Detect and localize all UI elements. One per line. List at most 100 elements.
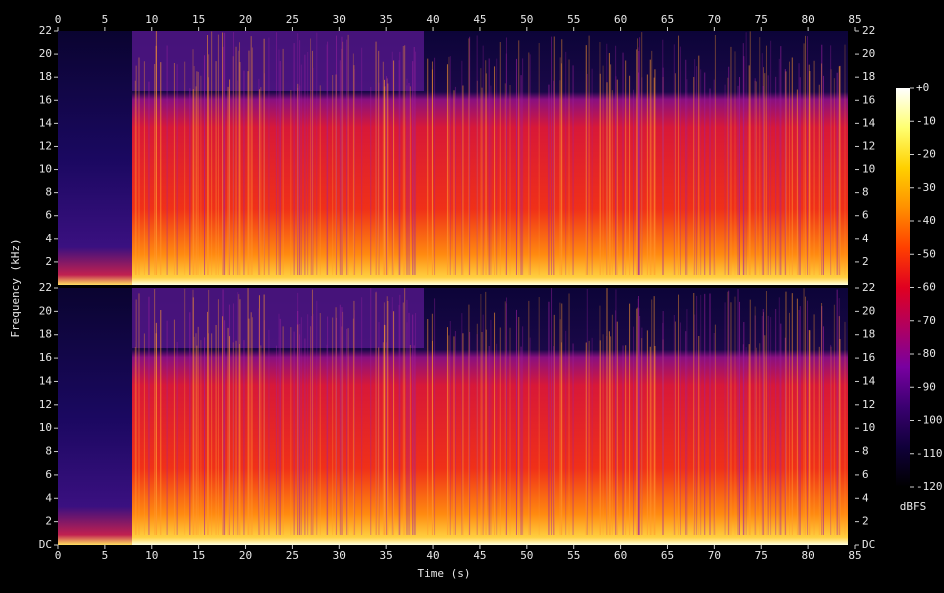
y-tick-label: 10 [39,421,52,434]
x-tick-label: 40 [426,549,439,562]
y-tick-label: 4 [862,232,869,245]
colorbar-tick-label: -20 [916,148,936,161]
y-tick-label: 8 [45,445,52,458]
x-tick-label: 80 [801,549,814,562]
x-axis-label: Time (s) [418,567,471,580]
y-tick-label: 4 [862,491,869,504]
x-tick-label: 50 [520,13,533,26]
y-tick-label: 20 [39,304,52,317]
y-tick-label: 6 [862,209,869,222]
x-tick-label: 65 [661,13,674,26]
colorbar-tick-label: -110 [916,447,943,460]
y-tick-label: 14 [862,116,876,129]
y-tick-label: 2 [862,255,869,268]
x-tick-label: 20 [239,549,252,562]
y-tick-label: 8 [862,186,869,199]
colorbar-tick-label: -70 [916,314,936,327]
y-tick-label: 22 [39,281,52,294]
x-tick-label: 20 [239,13,252,26]
panel-image [58,31,132,285]
y-tick-label: 2 [45,255,52,268]
colorbar-tick-label: -80 [916,347,936,360]
colorbar-tick-label: -100 [916,414,943,427]
colorbar-tick-label: -120 [916,480,943,493]
colorbar-tick-label: -50 [916,247,936,260]
y-tick-label: 20 [862,47,875,60]
x-tick-label: 75 [755,13,768,26]
x-tick-label: 55 [567,13,580,26]
colorbar-tick-label: +0 [916,81,929,94]
y-tick-label: 12 [39,398,52,411]
y-tick-label: 18 [39,328,52,341]
x-tick-label: 80 [801,13,814,26]
x-tick-label: 85 [848,13,861,26]
x-tick-label: 30 [333,549,346,562]
y-tick-label: 4 [45,232,52,245]
panel-image [58,288,132,545]
y-tick-label: 6 [862,468,869,481]
colorbar [896,88,910,487]
x-tick-label: 15 [192,13,205,26]
x-tick-label: 85 [848,549,861,562]
colorbar-tick-label: -30 [916,181,936,194]
x-tick-label: 10 [145,13,158,26]
spectrogram-image [58,31,848,545]
texture [134,31,846,535]
y-tick-label: 16 [39,93,52,106]
y-tick-label: 14 [39,116,53,129]
x-tick-label: 55 [567,549,580,562]
x-tick-label: 35 [380,13,393,26]
colorbar-label: dBFS [900,500,927,513]
y-tick-label: 22 [862,281,875,294]
y-tick-label: 6 [45,209,52,222]
y-tick-label: 12 [862,139,875,152]
y-tick-label: 18 [39,70,52,83]
y-tick-label: 22 [862,24,875,37]
panel-image [132,31,424,91]
y-tick-label: 6 [45,468,52,481]
y-tick-label: 8 [45,186,52,199]
y-tick-label: 10 [862,163,875,176]
y-tick-label: DC [862,538,875,551]
x-tick-label: 45 [473,549,486,562]
x-tick-label: 5 [102,13,109,26]
x-tick-label: 70 [708,13,721,26]
x-tick-label: 75 [755,549,768,562]
y-tick-label: 14 [862,374,876,387]
x-tick-label: 10 [145,549,158,562]
y-tick-label: 18 [862,70,875,83]
x-tick-label: 25 [286,13,299,26]
x-tick-label: 45 [473,13,486,26]
y-tick-label: 12 [862,398,875,411]
x-tick-label: 25 [286,549,299,562]
colorbar-tick-label: -60 [916,281,936,294]
x-tick-label: 5 [102,549,109,562]
x-tick-label: 15 [192,549,205,562]
colorbar-tick-label: -10 [916,114,936,127]
y-tick-label: 20 [862,304,875,317]
y-tick-label: DC [39,538,52,551]
y-tick-label: 18 [862,328,875,341]
y-tick-label: 4 [45,491,52,504]
y-tick-label: 10 [39,163,52,176]
x-tick-label: 65 [661,549,674,562]
x-tick-label: 35 [380,549,393,562]
y-tick-label: 14 [39,374,53,387]
y-tick-label: 16 [862,351,875,364]
x-tick-label: 40 [426,13,439,26]
y-tick-label: 8 [862,445,869,458]
x-tick-label: 0 [55,549,62,562]
x-tick-label: 30 [333,13,346,26]
x-tick-label: 60 [614,549,627,562]
x-tick-label: 70 [708,549,721,562]
y-tick-label: 12 [39,139,52,152]
y-tick-label: 22 [39,24,52,37]
x-tick-label: 60 [614,13,627,26]
colorbar-tick-label: -40 [916,214,936,227]
y-tick-label: 2 [45,515,52,528]
x-tick-label: 50 [520,549,533,562]
y-tick-label: 20 [39,47,52,60]
y-tick-label: 16 [39,351,52,364]
